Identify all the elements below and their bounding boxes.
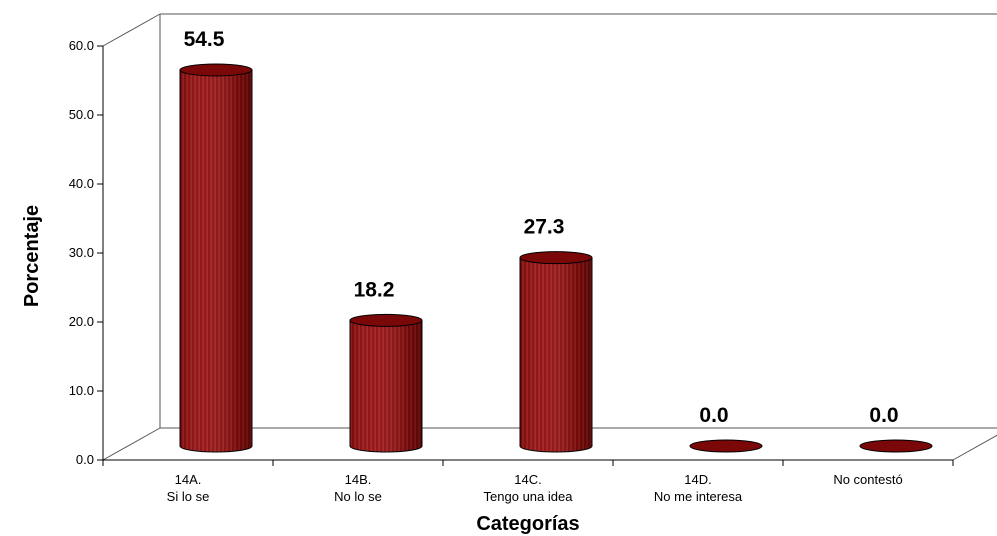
y-tick-label: 0.0: [76, 452, 94, 467]
y-tick-label: 40.0: [69, 176, 94, 191]
data-label: 18.2: [354, 278, 395, 301]
y-tick-label: 60.0: [69, 38, 94, 53]
y-tick-label: 30.0: [69, 245, 94, 260]
bar: [689, 439, 763, 453]
y-axis: 0.0 10.0 20.0 30.0 40.0 50.0 60.0: [69, 38, 104, 467]
bar: [859, 439, 933, 453]
top-depth-edge: [102, 13, 161, 47]
x-tick-label: No lo se: [334, 489, 382, 504]
bar: [349, 313, 423, 453]
bar-series: [179, 63, 933, 453]
x-axis-title: Categorías: [476, 513, 579, 535]
floor-right-edge: [952, 434, 997, 461]
bar-shade: [520, 257, 592, 452]
bar: [179, 63, 253, 453]
floor-left-edge: [102, 427, 161, 461]
data-label: 0.0: [869, 404, 898, 427]
bar-top: [349, 313, 423, 327]
y-tick-label: 50.0: [69, 107, 94, 122]
y-tick-label: 10.0: [69, 383, 94, 398]
x-tick-label: Si lo se: [167, 489, 210, 504]
bar-top: [519, 251, 593, 265]
bar-top: [859, 439, 933, 453]
x-tick-label: 14A.: [175, 472, 202, 487]
x-tick-label: 14C.: [514, 472, 541, 487]
x-tick-label: 14D.: [684, 472, 711, 487]
x-tick-label: No contestó: [833, 472, 902, 487]
x-axis: 14A. Si lo se 14B. No lo se 14C. Tengo una id…: [102, 459, 954, 504]
x-tick-label: 14B.: [345, 472, 372, 487]
bar: [519, 251, 593, 453]
data-label: 54.5: [184, 28, 225, 51]
data-label: 0.0: [699, 404, 728, 427]
bar-shade: [180, 69, 252, 452]
y-tick-label: 20.0: [69, 314, 94, 329]
x-tick-label: No me interesa: [654, 489, 743, 504]
x-tick-label: Tengo una idea: [484, 489, 574, 504]
bar-top: [689, 439, 763, 453]
data-label: 27.3: [524, 216, 565, 239]
bar-shade: [350, 320, 422, 452]
bar-top: [179, 63, 253, 77]
value-labels: 54.5 18.2 27.3 0.0 0.0: [184, 28, 899, 427]
y-axis-title: Porcentaje: [21, 205, 43, 307]
